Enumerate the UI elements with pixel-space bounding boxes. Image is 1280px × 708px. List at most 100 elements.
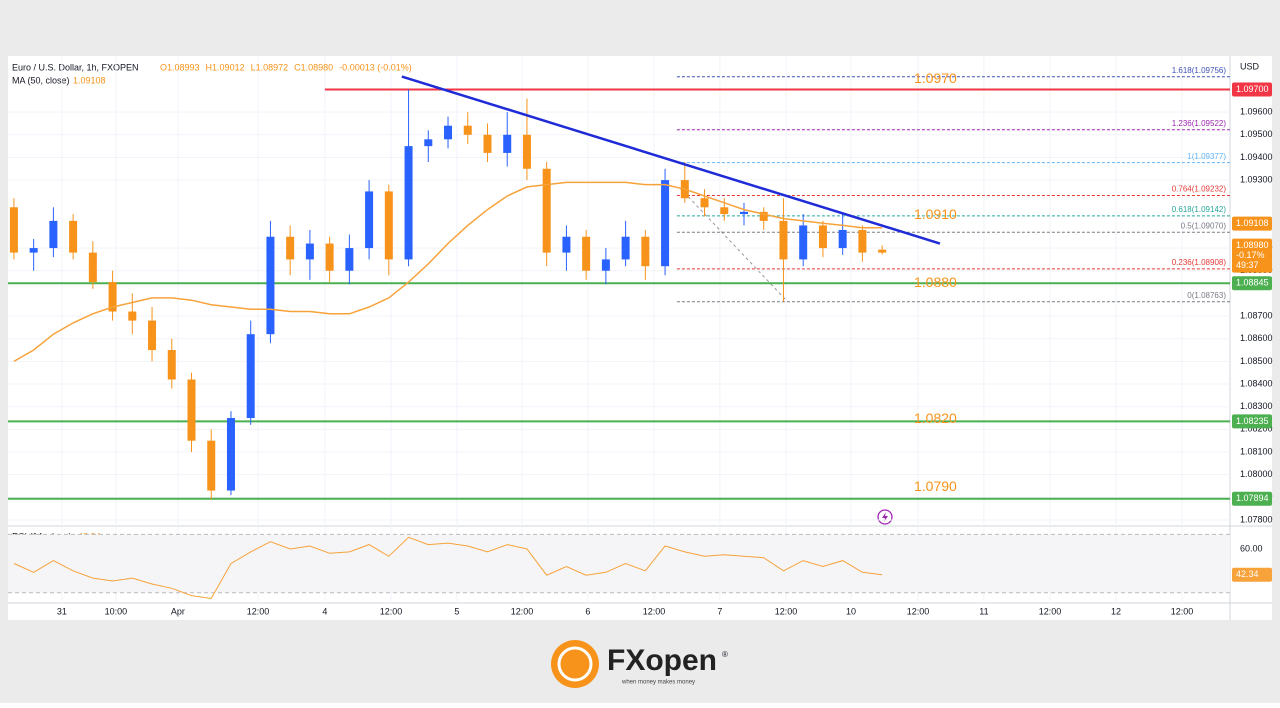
fib-guide <box>679 187 787 301</box>
candle-body <box>207 440 216 491</box>
fib-label: 1(1.09377) <box>1187 152 1226 161</box>
candle-body <box>562 236 571 253</box>
x-tick-label: 12 <box>1111 606 1121 616</box>
candle-body <box>88 252 97 283</box>
candle-body <box>740 211 749 215</box>
candle-body <box>661 180 670 267</box>
price-badge-label: 1.09700 <box>1236 84 1269 94</box>
fib-label: 1.618(1.09756) <box>1172 66 1227 75</box>
level-annotation: 1.0880 <box>914 274 957 290</box>
x-tick-label: 11 <box>979 606 988 616</box>
rsi-band <box>8 534 1230 593</box>
candle-body <box>878 249 887 253</box>
candle-body <box>720 207 729 215</box>
candle-body <box>503 134 512 153</box>
candle-body <box>167 350 176 380</box>
x-tick-label: 12:00 <box>1171 606 1194 616</box>
ohlc-value: C1.08980 <box>294 62 333 72</box>
x-tick-label: 12:00 <box>907 606 930 616</box>
candle-body <box>858 229 867 253</box>
candle-body <box>582 236 591 271</box>
logo-tagline: when money makes money <box>621 680 695 686</box>
candle-body <box>286 236 295 260</box>
candle-body <box>305 243 314 260</box>
level-annotation: 1.0970 <box>914 70 957 86</box>
fib-label: 0.5(1.09070) <box>1181 221 1227 230</box>
candle-body <box>818 225 827 249</box>
candle-body <box>187 379 196 441</box>
y-tick-label: 1.07800 <box>1240 514 1273 524</box>
ma-value: 1.09108 <box>73 75 106 85</box>
logo-reg: ® <box>722 650 728 659</box>
candle-body <box>424 139 433 147</box>
candle-body <box>838 229 847 249</box>
y-tick-label: 1.08400 <box>1240 378 1273 388</box>
candle-body <box>384 191 393 260</box>
logo-brand: FXopen <box>607 644 717 677</box>
last-price-label: 1.08980 <box>1236 240 1269 250</box>
candle-body <box>799 225 808 260</box>
price-badge <box>1232 276 1272 291</box>
ma-line <box>13 181 883 363</box>
candle-body <box>483 134 492 153</box>
x-tick-label: 4 <box>322 606 327 616</box>
x-tick-label: 12:00 <box>775 606 798 616</box>
alert-icon <box>877 509 893 525</box>
price-badge-label: 1.09108 <box>1236 218 1269 228</box>
x-tick-label: 10:00 <box>105 606 128 616</box>
x-tick-label: 12:00 <box>511 606 534 616</box>
last-price-badge <box>1232 238 1272 273</box>
logo-mark-inner <box>557 646 593 682</box>
candle-body <box>759 211 768 221</box>
level-annotation: 1.0820 <box>914 410 957 426</box>
candle-body <box>779 220 788 260</box>
x-tick-label: 6 <box>585 606 590 616</box>
price-badge-label: 1.07894 <box>1236 493 1269 503</box>
x-tick-label: 5 <box>454 606 459 616</box>
rsi-badge <box>1232 567 1272 582</box>
y-tick-label: 1.09300 <box>1240 174 1273 184</box>
candle-body <box>700 198 709 208</box>
ohlc-value: H1.09012 <box>206 62 245 72</box>
candle-body <box>69 220 78 253</box>
candle-body <box>128 311 137 321</box>
rsi-line <box>13 536 883 600</box>
currency-label: USD <box>1240 61 1260 71</box>
trendline <box>401 75 941 245</box>
y-tick-label: 1.08200 <box>1240 424 1273 434</box>
y-tick-label: 1.08600 <box>1240 333 1273 343</box>
candle-body <box>345 248 354 271</box>
candle-body <box>325 243 334 271</box>
x-tick-label: 31 <box>57 606 67 616</box>
y-tick-label: 1.08000 <box>1240 469 1273 479</box>
y-tick-label: 1.08500 <box>1240 356 1273 366</box>
x-tick-label: 12:00 <box>1039 606 1062 616</box>
y-tick-label: 1.09500 <box>1240 129 1273 139</box>
rsi-tick-label: 60.00 <box>1240 543 1263 553</box>
level-annotation: 1.0790 <box>914 478 957 494</box>
fib-label: 1.236(1.09522) <box>1172 119 1227 128</box>
price-badge <box>1232 216 1272 231</box>
candle-body <box>9 207 18 253</box>
x-tick-label: 12:00 <box>380 606 403 616</box>
y-tick-label: 1.09400 <box>1240 152 1273 162</box>
fib-label: 0.618(1.09142) <box>1172 205 1227 214</box>
y-tick-label: 1.09600 <box>1240 106 1273 116</box>
x-tick-label: 12:00 <box>643 606 666 616</box>
candle-body <box>226 418 235 491</box>
fib-label: 0.764(1.09232) <box>1172 185 1227 194</box>
candle-body <box>404 146 413 260</box>
candle-body <box>601 259 610 271</box>
ohlc-value: L1.08972 <box>251 62 289 72</box>
candle-body <box>266 236 275 335</box>
ma-title: MA (50, close) <box>12 75 70 85</box>
level-annotation: 1.0910 <box>914 206 957 222</box>
fib-label: 0.236(1.08908) <box>1172 258 1227 267</box>
price-badge-label: 1.08235 <box>1236 416 1269 426</box>
rsi-badge-label: 42.34 <box>1236 569 1259 579</box>
candle-body <box>365 191 374 249</box>
ohlc-value: O1.08993 <box>160 62 200 72</box>
logo: FXopen ® when money makes money <box>551 640 728 688</box>
candle-body <box>29 248 38 253</box>
